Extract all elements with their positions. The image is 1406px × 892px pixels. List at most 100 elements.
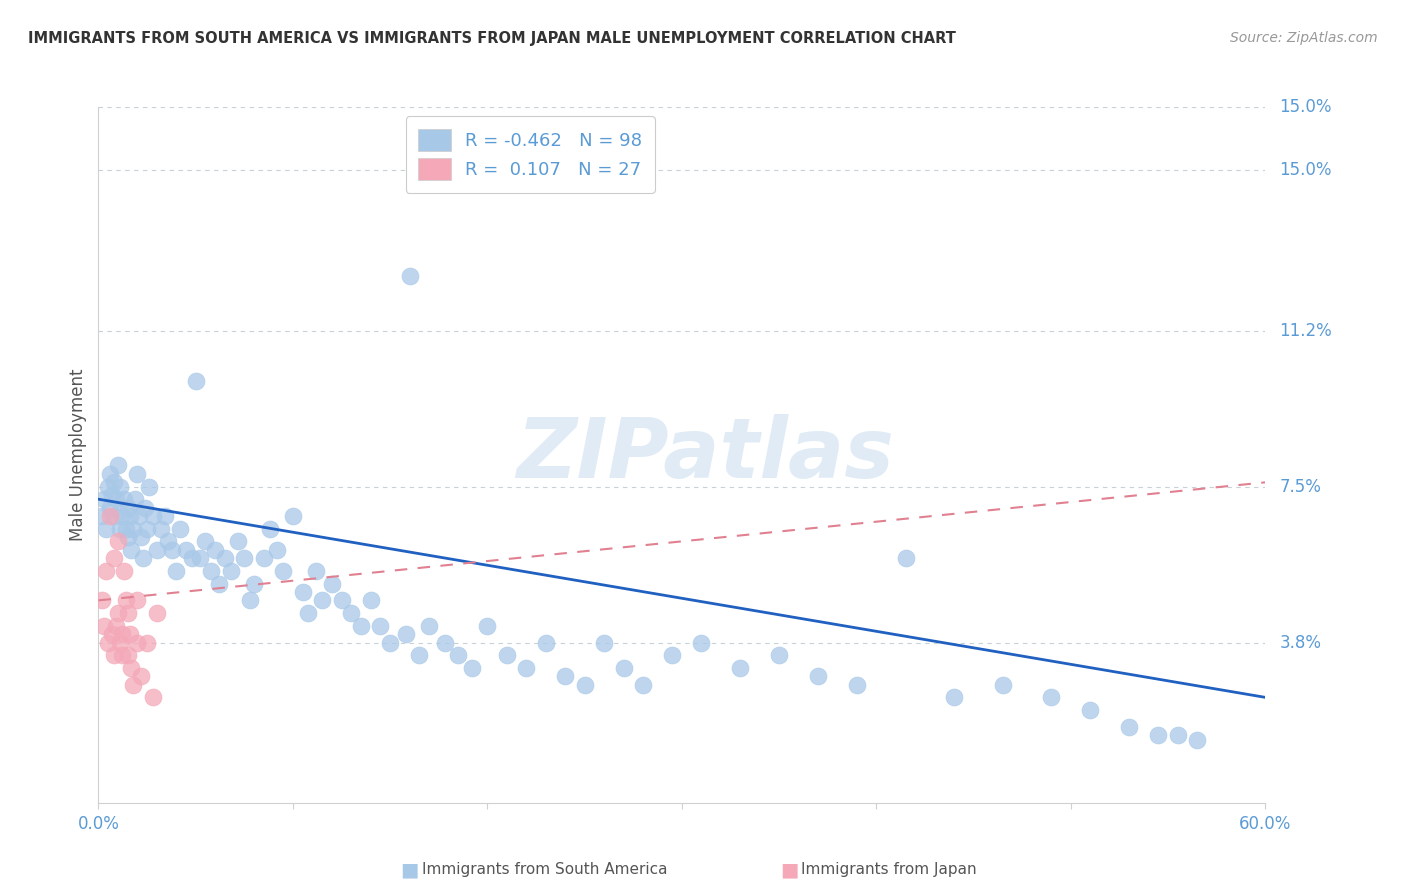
Point	[121, 542, 143, 557]
Point	[91, 593, 114, 607]
Point	[661, 648, 683, 663]
Point	[330, 593, 353, 607]
Point	[127, 635, 149, 649]
Point	[208, 576, 231, 591]
Point	[108, 635, 131, 649]
Point	[398, 268, 420, 283]
Point	[91, 509, 114, 524]
Point	[108, 479, 131, 493]
Y-axis label: Male Unemployment: Male Unemployment	[69, 368, 87, 541]
Point	[108, 522, 131, 536]
Point	[112, 564, 135, 578]
Text: ZIPatlas: ZIPatlas	[516, 415, 894, 495]
Point	[103, 648, 125, 663]
Point	[104, 492, 127, 507]
Point	[1118, 720, 1140, 734]
Point	[96, 564, 118, 578]
Point	[112, 492, 135, 507]
Point	[612, 661, 634, 675]
Point	[174, 542, 197, 557]
Point	[127, 467, 149, 481]
Point	[114, 593, 136, 607]
Point	[200, 564, 222, 578]
Point	[194, 534, 217, 549]
Point	[214, 551, 236, 566]
Point	[360, 593, 382, 607]
Point	[98, 500, 121, 515]
Point	[233, 551, 256, 566]
Point	[117, 500, 139, 515]
Point	[180, 551, 202, 566]
Text: 7.5%: 7.5%	[1279, 477, 1322, 496]
Point	[104, 618, 127, 632]
Legend: R = -0.462   N = 98, R =  0.107   N = 27: R = -0.462 N = 98, R = 0.107 N = 27	[405, 116, 655, 193]
Point	[370, 618, 392, 632]
Point	[321, 576, 343, 591]
Point	[433, 635, 456, 649]
Point	[943, 690, 966, 705]
Point	[894, 551, 917, 566]
Point	[477, 618, 499, 632]
Point	[136, 522, 159, 536]
Point	[101, 627, 124, 641]
Point	[554, 669, 576, 683]
Point	[157, 534, 180, 549]
Point	[845, 678, 868, 692]
Point	[149, 522, 172, 536]
Point	[228, 534, 250, 549]
Point	[281, 509, 304, 524]
Text: ■: ■	[780, 860, 799, 880]
Text: 15.0%: 15.0%	[1279, 98, 1331, 116]
Point	[146, 542, 169, 557]
Point	[593, 635, 616, 649]
Point	[118, 509, 141, 524]
Point	[107, 606, 129, 620]
Point	[121, 661, 143, 675]
Point	[1187, 732, 1209, 747]
Point	[111, 509, 134, 524]
Point	[807, 669, 830, 683]
Point	[350, 618, 373, 632]
Text: Immigrants from South America: Immigrants from South America	[422, 863, 668, 877]
Point	[114, 522, 136, 536]
Point	[117, 606, 139, 620]
Text: 11.2%: 11.2%	[1279, 321, 1333, 340]
Point	[461, 661, 484, 675]
Point	[395, 627, 418, 641]
Point	[98, 467, 121, 481]
Point	[117, 530, 139, 544]
Point	[184, 374, 207, 388]
Point	[165, 564, 187, 578]
Point	[118, 627, 141, 641]
Point	[311, 593, 333, 607]
Point	[97, 479, 120, 493]
Point	[142, 690, 165, 705]
Point	[297, 606, 319, 620]
Point	[142, 509, 165, 524]
Point	[991, 678, 1014, 692]
Point	[239, 593, 262, 607]
Point	[291, 585, 314, 599]
Text: 3.8%: 3.8%	[1279, 633, 1322, 651]
Point	[447, 648, 470, 663]
Point	[1167, 728, 1189, 742]
Point	[259, 522, 281, 536]
Point	[534, 635, 557, 649]
Point	[128, 509, 150, 524]
Point	[305, 564, 328, 578]
Point	[266, 542, 288, 557]
Point	[122, 522, 145, 536]
Text: Source: ZipAtlas.com: Source: ZipAtlas.com	[1230, 31, 1378, 45]
Point	[1147, 728, 1170, 742]
Point	[153, 509, 176, 524]
Point	[1040, 690, 1063, 705]
Point	[730, 661, 752, 675]
Point	[107, 458, 129, 473]
Point	[188, 551, 211, 566]
Point	[103, 509, 125, 524]
Point	[271, 564, 294, 578]
Point	[93, 492, 115, 507]
Point	[111, 648, 134, 663]
Point	[169, 522, 191, 536]
Point	[129, 530, 152, 544]
